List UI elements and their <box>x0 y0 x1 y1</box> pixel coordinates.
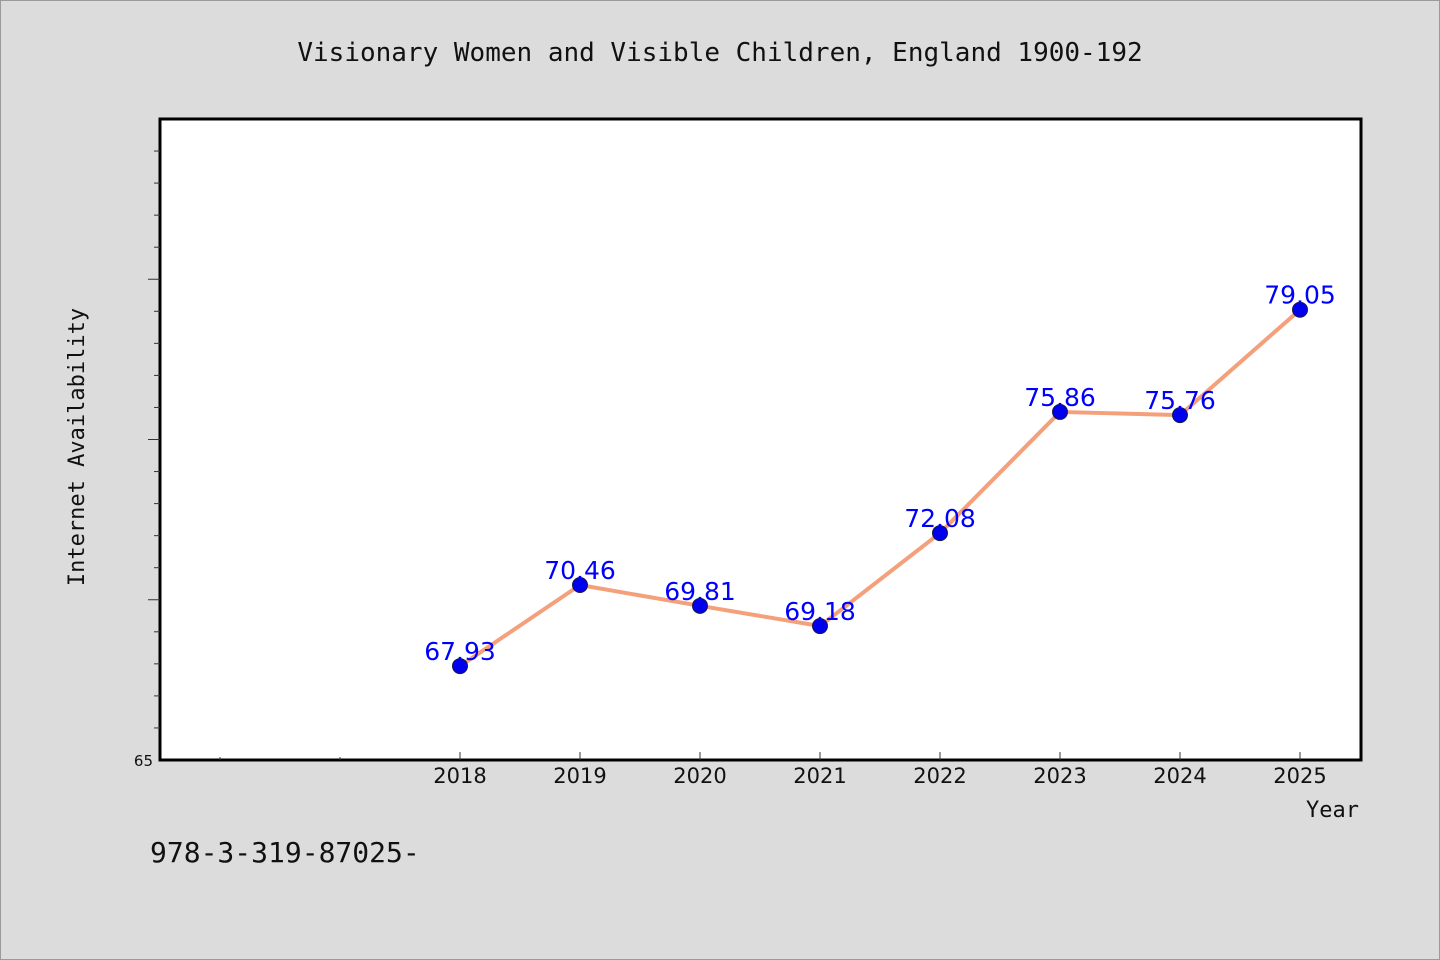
plot-area <box>158 117 1363 762</box>
x-tick-label: 2021 <box>793 764 846 788</box>
y-axis-label: Internet Availability <box>65 308 90 586</box>
x-tick-label: 2019 <box>553 764 606 788</box>
x-tick-label: 2022 <box>913 764 966 788</box>
x-tick-label: 2024 <box>1153 764 1206 788</box>
data-label: 70.46 <box>544 556 616 585</box>
x-tick-label: 2025 <box>1273 764 1326 788</box>
x-axis-label: Year <box>1306 798 1359 823</box>
chart-title: Visionary Women and Visible Children, En… <box>297 38 1142 68</box>
y-axis-ticks <box>148 150 160 729</box>
data-point-marker <box>932 525 948 542</box>
x-axis-ticks: 2018 2019 2020 2021 2022 2023 2024 2025 <box>219 752 1327 788</box>
x-tick-label: 2023 <box>1033 764 1086 788</box>
data-point-marker <box>572 577 588 594</box>
y-axis-tick-label: 65 <box>134 752 153 770</box>
data-label: 69.81 <box>664 577 736 606</box>
data-label: 69.18 <box>784 597 856 626</box>
data-label: 72.08 <box>904 504 976 533</box>
data-label: 79.05 <box>1264 281 1336 310</box>
data-label: 75.86 <box>1024 383 1096 412</box>
x-tick-label: 2018 <box>433 764 486 788</box>
data-point-marker <box>452 658 468 675</box>
data-label: 67.93 <box>424 637 496 666</box>
data-point-marker <box>1172 407 1188 424</box>
data-point-marker <box>1052 403 1068 420</box>
series-internet-availability: 67.93 70.46 69.81 69.18 72.08 75.86 75.76 79.05 <box>424 281 1336 675</box>
series-line <box>458 307 1302 669</box>
data-point-marker <box>812 618 828 635</box>
data-point-marker <box>692 597 708 614</box>
data-point-marker <box>1292 301 1308 318</box>
x-tick-label: 2020 <box>673 764 726 788</box>
data-label: 75.76 <box>1144 386 1216 415</box>
footer-code: 978-3-319-87025- <box>150 836 420 869</box>
